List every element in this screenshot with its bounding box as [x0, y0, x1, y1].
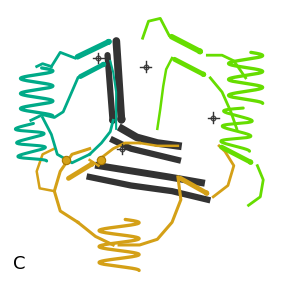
Text: C: C [13, 255, 26, 273]
